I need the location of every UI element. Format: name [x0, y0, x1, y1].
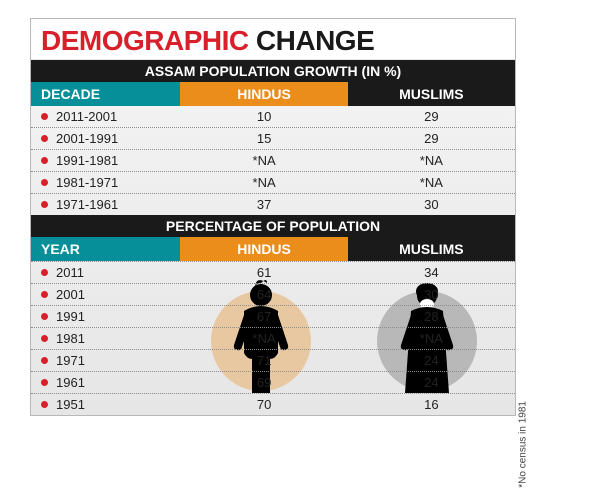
row-hindus: *NA: [180, 150, 347, 171]
table-row: 2001 64 30: [31, 283, 515, 305]
bullet-icon: [41, 357, 48, 364]
table-row: 1971 71 24: [31, 349, 515, 371]
row-hindus: 64: [180, 284, 347, 305]
bullet-icon: [41, 201, 48, 208]
bullet-icon: [41, 135, 48, 142]
row-muslims: 30: [348, 284, 515, 305]
row-muslims: 34: [348, 262, 515, 283]
row-hindus: *NA: [180, 172, 347, 193]
bullet-icon: [41, 379, 48, 386]
row-hindus: 70: [180, 394, 347, 415]
row-label: 1991: [56, 309, 85, 324]
title-highlight: DEMOGRAPHIC: [41, 25, 249, 56]
row-muslims: 24: [348, 350, 515, 371]
infographic-card: DEMOGRAPHIC CHANGE ASSAM POPULATION GROW…: [30, 18, 516, 416]
row-muslims: 29: [348, 128, 515, 149]
row-hindus: 69: [180, 372, 347, 393]
bullet-icon: [41, 269, 48, 276]
col-decade: DECADE: [31, 82, 180, 106]
bullet-icon: [41, 291, 48, 298]
section1-heading: ASSAM POPULATION GROWTH (IN %): [31, 60, 515, 82]
table-row: 1961 69 24: [31, 371, 515, 393]
row-muslims: 24: [348, 372, 515, 393]
col-hindus: HINDUS: [180, 82, 347, 106]
row-label: 1981-1971: [56, 175, 118, 190]
table-row: 1991-1981 *NA *NA: [31, 149, 515, 171]
bullet-icon: [41, 179, 48, 186]
table-row: 1971-1961 37 30: [31, 193, 515, 215]
row-hindus: 71: [180, 350, 347, 371]
section2-heading: PERCENTAGE OF POPULATION: [31, 215, 515, 237]
table-row: 2001-1991 15 29: [31, 127, 515, 149]
row-muslims: 28: [348, 306, 515, 327]
main-title: DEMOGRAPHIC CHANGE: [31, 19, 515, 60]
row-muslims: 29: [348, 106, 515, 127]
section1-rows: 2011-2001 10 29 2001-1991 15 29 1991-198…: [31, 106, 515, 215]
table-row: 2011 61 34: [31, 261, 515, 283]
row-label: 2011-2001: [56, 109, 117, 124]
section1-column-headers: DECADE HINDUS MUSLIMS: [31, 82, 515, 106]
section2-rows: 2011 61 34 2001 64 30 1991 67 28 1981 *N…: [31, 261, 515, 415]
bullet-icon: [41, 113, 48, 120]
col-muslims: MUSLIMS: [348, 82, 515, 106]
row-muslims: *NA: [348, 328, 515, 349]
row-hindus: 15: [180, 128, 347, 149]
row-label: 1971: [56, 353, 85, 368]
row-label: 1981: [56, 331, 85, 346]
row-label: 2001-1991: [56, 131, 118, 146]
row-label: 1991-1981: [56, 153, 118, 168]
table-row: 1991 67 28: [31, 305, 515, 327]
row-label: 2001: [56, 287, 85, 302]
row-muslims: *NA: [348, 150, 515, 171]
bullet-icon: [41, 157, 48, 164]
row-muslims: 16: [348, 394, 515, 415]
row-hindus: 67: [180, 306, 347, 327]
table-row: 2011-2001 10 29: [31, 106, 515, 127]
bullet-icon: [41, 401, 48, 408]
row-label: 1951: [56, 397, 85, 412]
row-label: 1971-1961: [56, 197, 118, 212]
row-muslims: *NA: [348, 172, 515, 193]
col-year: YEAR: [31, 237, 180, 261]
bullet-icon: [41, 313, 48, 320]
row-hindus: *NA: [180, 328, 347, 349]
table-row: 1981 *NA *NA: [31, 327, 515, 349]
col-muslims: MUSLIMS: [348, 237, 515, 261]
bullet-icon: [41, 335, 48, 342]
row-muslims: 30: [348, 194, 515, 215]
row-label: 1961: [56, 375, 85, 390]
title-rest: CHANGE: [249, 25, 375, 56]
table-row: 1951 70 16: [31, 393, 515, 415]
row-label: 2011: [56, 265, 84, 280]
col-hindus: HINDUS: [180, 237, 347, 261]
footnote: *No census in 1981: [518, 401, 529, 488]
section2-column-headers: YEAR HINDUS MUSLIMS: [31, 237, 515, 261]
row-hindus: 10: [180, 106, 347, 127]
table-row: 1981-1971 *NA *NA: [31, 171, 515, 193]
row-hindus: 61: [180, 262, 347, 283]
row-hindus: 37: [180, 194, 347, 215]
